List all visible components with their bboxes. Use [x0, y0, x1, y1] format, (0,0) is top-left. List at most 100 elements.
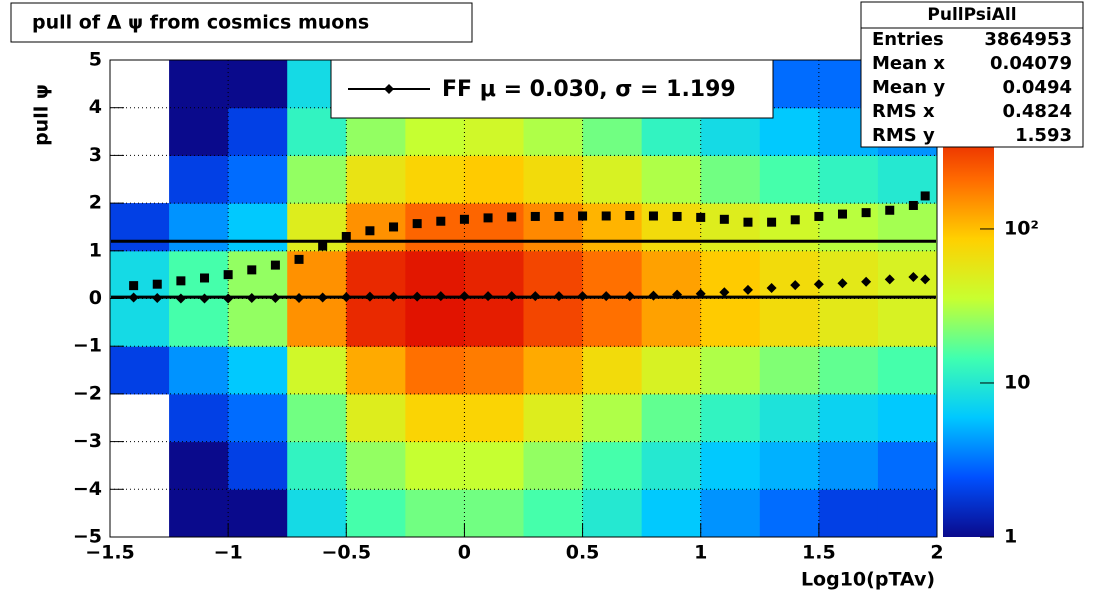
heat-cell	[110, 250, 170, 299]
heat-cell	[641, 393, 702, 443]
heat-cell	[877, 489, 938, 538]
square-marker	[176, 276, 186, 286]
y-tick-label: 1	[89, 239, 102, 261]
y-axis-label: pull ψ	[31, 84, 53, 146]
square-marker	[365, 226, 375, 236]
heat-cell	[582, 203, 643, 252]
heat-cell	[405, 250, 465, 299]
diamond-marker	[175, 293, 186, 304]
stats-label: RMS y	[872, 125, 935, 146]
heat-cell	[228, 203, 288, 252]
heat-cell	[582, 298, 643, 347]
y-tick-label: −2	[73, 382, 102, 404]
heat-cell	[700, 346, 761, 395]
heat-cell	[169, 250, 229, 299]
heat-cell	[877, 298, 938, 347]
heat-cell	[346, 393, 406, 443]
diamond-marker	[861, 276, 872, 287]
stats-value: 0.4824	[1003, 101, 1072, 122]
heat-cell	[818, 489, 879, 538]
heat-cell	[169, 60, 229, 109]
square-marker	[459, 214, 469, 224]
heat-cell	[523, 489, 584, 538]
diamond-marker	[530, 291, 541, 302]
heat-cell	[110, 298, 170, 347]
y-tick-label: 3	[89, 144, 102, 166]
heat-cell	[818, 250, 879, 299]
heat-cell	[582, 250, 643, 299]
square-marker	[719, 214, 729, 224]
diamond-marker	[884, 274, 895, 285]
square-marker	[578, 211, 588, 221]
heat-cell	[582, 346, 643, 395]
square-marker	[507, 212, 517, 222]
heat-cell	[759, 441, 820, 490]
x-tick-label: 1	[694, 542, 707, 564]
diamond-marker	[766, 283, 777, 294]
diamond-marker	[672, 289, 683, 300]
heat-cell	[228, 346, 288, 395]
x-tick-label: 1.5	[802, 542, 836, 564]
heat-cell	[346, 489, 406, 538]
y-tick-label: −1	[73, 335, 102, 357]
x-tick-label: 2	[930, 542, 943, 564]
square-marker	[152, 279, 162, 289]
chart-title: pull of Δ ψ from cosmics muons	[32, 12, 369, 34]
stats-value: 0.0494	[1003, 77, 1072, 98]
stats-label: RMS x	[872, 101, 935, 122]
heat-cell	[759, 489, 820, 538]
diamond-marker	[742, 284, 753, 295]
square-marker	[601, 211, 611, 221]
heat-cell	[346, 250, 406, 299]
heat-cell	[700, 393, 761, 443]
heat-cell	[641, 203, 702, 252]
square-marker	[294, 254, 304, 264]
heat-cell	[700, 203, 761, 252]
square-marker	[530, 211, 540, 221]
diamond-marker	[601, 291, 612, 302]
legend-marker	[384, 84, 394, 94]
heat-cell	[759, 346, 820, 395]
heat-cell	[228, 393, 288, 443]
heat-cell	[641, 155, 702, 204]
stats-label: Mean y	[872, 77, 945, 98]
x-tick-label: −1.5	[85, 542, 135, 564]
square-marker	[200, 273, 210, 283]
heat-cell	[405, 298, 465, 347]
stats-value: 0.04079	[990, 53, 1072, 74]
heat-cell	[169, 298, 229, 347]
stats-name: PullPsiAll	[927, 5, 1016, 25]
square-marker	[743, 217, 753, 227]
heat-cell	[582, 393, 643, 443]
heat-cell	[523, 155, 584, 204]
diamond-marker	[246, 293, 257, 304]
heat-cell	[228, 489, 288, 538]
diamond-marker	[695, 288, 706, 299]
heat-cell	[228, 155, 288, 204]
heat-cell	[759, 250, 820, 299]
heat-cell	[464, 298, 524, 347]
heat-cell	[818, 441, 879, 490]
diamond-marker	[648, 290, 659, 301]
diamond-marker	[364, 291, 375, 302]
heat-cell	[228, 250, 288, 299]
stats-box	[860, 1, 1084, 148]
heat-cell	[759, 203, 820, 252]
square-marker	[341, 231, 351, 241]
x-tick-label: 0.5	[566, 542, 600, 564]
diamond-marker	[435, 291, 446, 302]
z-tick-label: 10²	[1004, 217, 1039, 239]
heat-cell	[228, 107, 288, 156]
diamond-marker	[719, 287, 730, 298]
heat-cell	[759, 155, 820, 204]
diamond-marker	[837, 278, 848, 289]
diamond-marker	[813, 279, 824, 290]
square-marker	[554, 211, 564, 221]
square-marker	[767, 217, 777, 227]
heat-cell	[405, 489, 465, 538]
heat-cell	[169, 155, 229, 204]
heat-cell	[169, 441, 229, 490]
heat-cell	[169, 107, 229, 156]
y-tick-label: 0	[89, 287, 102, 309]
